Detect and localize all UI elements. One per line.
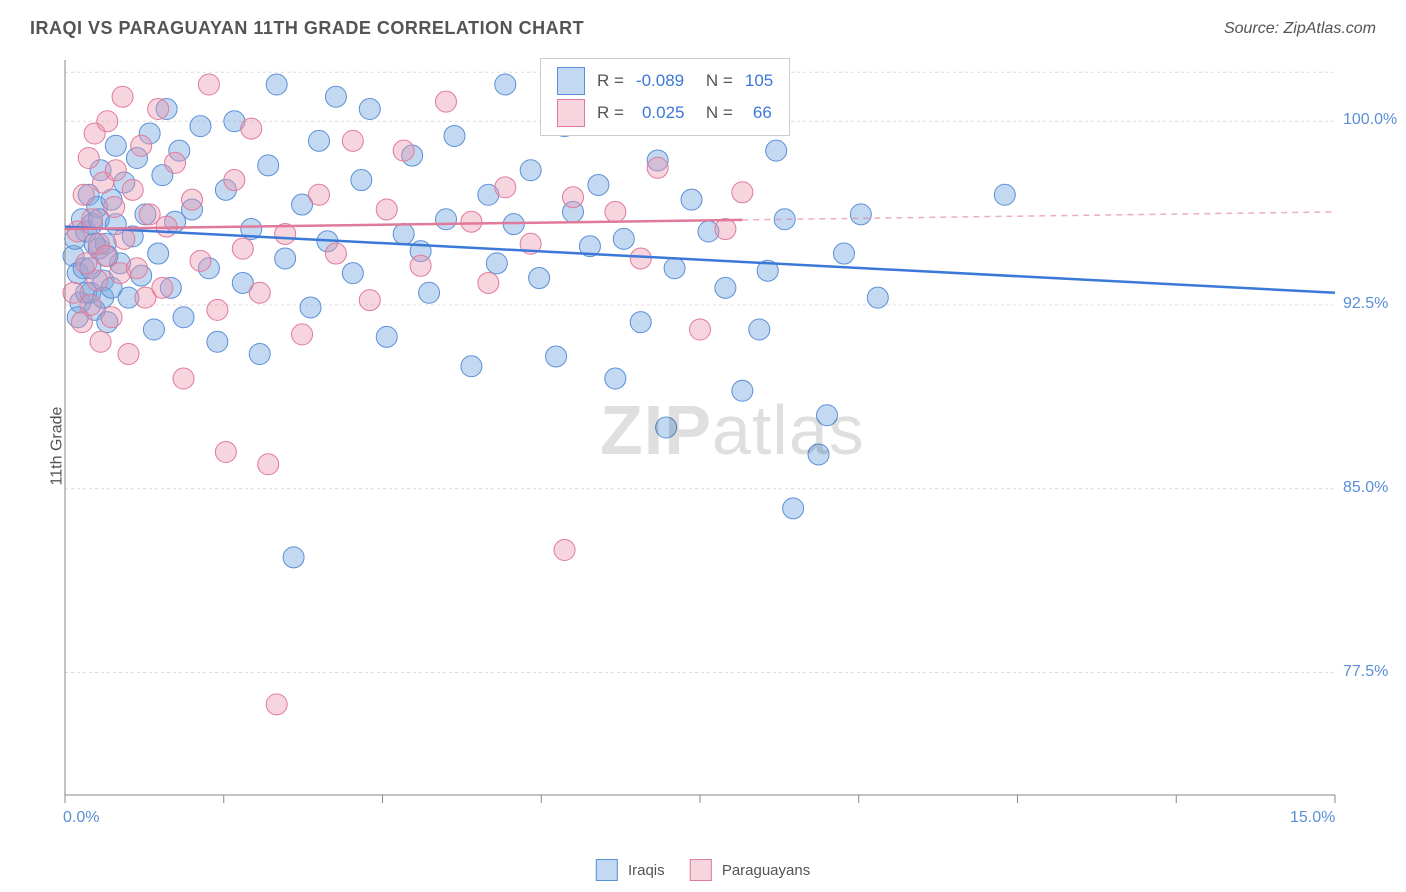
legend-label-paraguayans: Paraguayans [722, 862, 810, 879]
legend-swatch-iraqis [596, 859, 618, 881]
scatter-plot [60, 55, 1340, 825]
y-tick-label: 85.0% [1343, 479, 1388, 497]
source-label: Source: ZipAtlas.com [1224, 20, 1376, 38]
n-value-iraqis: 105 [739, 65, 779, 97]
y-tick-label: 92.5% [1343, 295, 1388, 313]
bottom-legend: Iraqis Paraguayans [596, 860, 810, 882]
chart-title: IRAQI VS PARAGUAYAN 11TH GRADE CORRELATI… [30, 18, 584, 39]
y-tick-label: 100.0% [1343, 111, 1397, 129]
legend-label-iraqis: Iraqis [628, 862, 665, 879]
legend-swatch-icon [557, 67, 585, 95]
correlation-legend: R =-0.089 N =105 R =0.025 N =66 [540, 58, 790, 136]
r-value-iraqis: -0.089 [630, 65, 691, 97]
legend-item-iraqis: Iraqis [596, 860, 665, 882]
legend-row-paraguayans: R =0.025 N =66 [551, 97, 779, 129]
legend-item-paraguayans: Paraguayans [690, 860, 811, 882]
n-value-paraguayans: 66 [739, 97, 779, 129]
x-tick-label: 15.0% [1290, 809, 1335, 827]
legend-row-iraqis: R =-0.089 N =105 [551, 65, 779, 97]
chart-container: IRAQI VS PARAGUAYAN 11TH GRADE CORRELATI… [0, 0, 1406, 892]
r-value-paraguayans: 0.025 [630, 97, 691, 129]
y-tick-label: 77.5% [1343, 663, 1388, 681]
legend-swatch-icon [557, 99, 585, 127]
legend-swatch-paraguayans [690, 859, 712, 881]
x-tick-label: 0.0% [63, 809, 99, 827]
